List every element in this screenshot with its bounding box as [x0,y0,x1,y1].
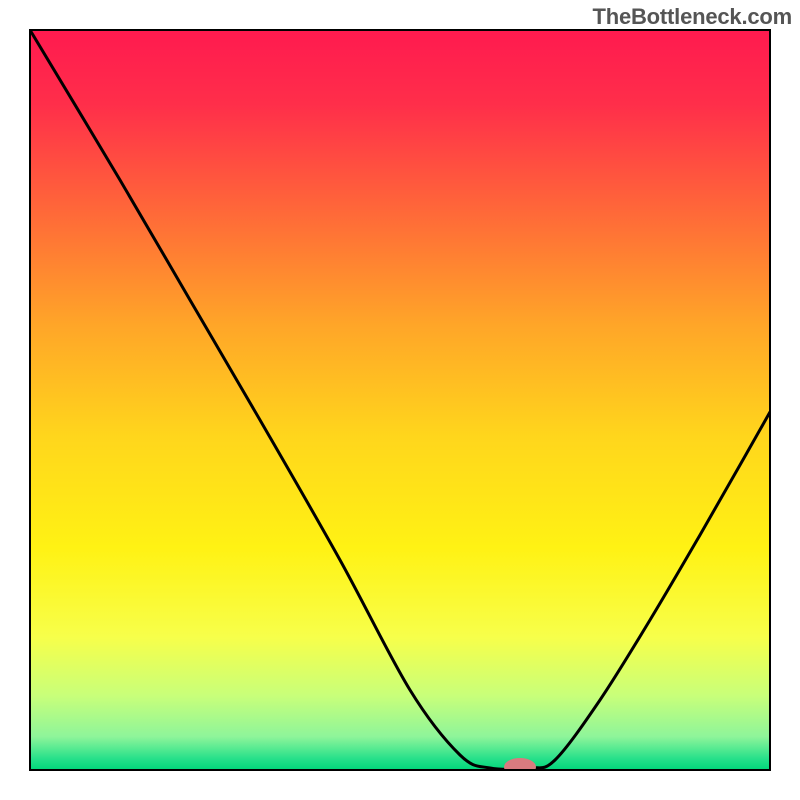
chart-svg [0,0,800,800]
plot-gradient-background [30,30,770,770]
bottleneck-chart-container: TheBottleneck.com [0,0,800,800]
watermark-text: TheBottleneck.com [592,4,792,30]
